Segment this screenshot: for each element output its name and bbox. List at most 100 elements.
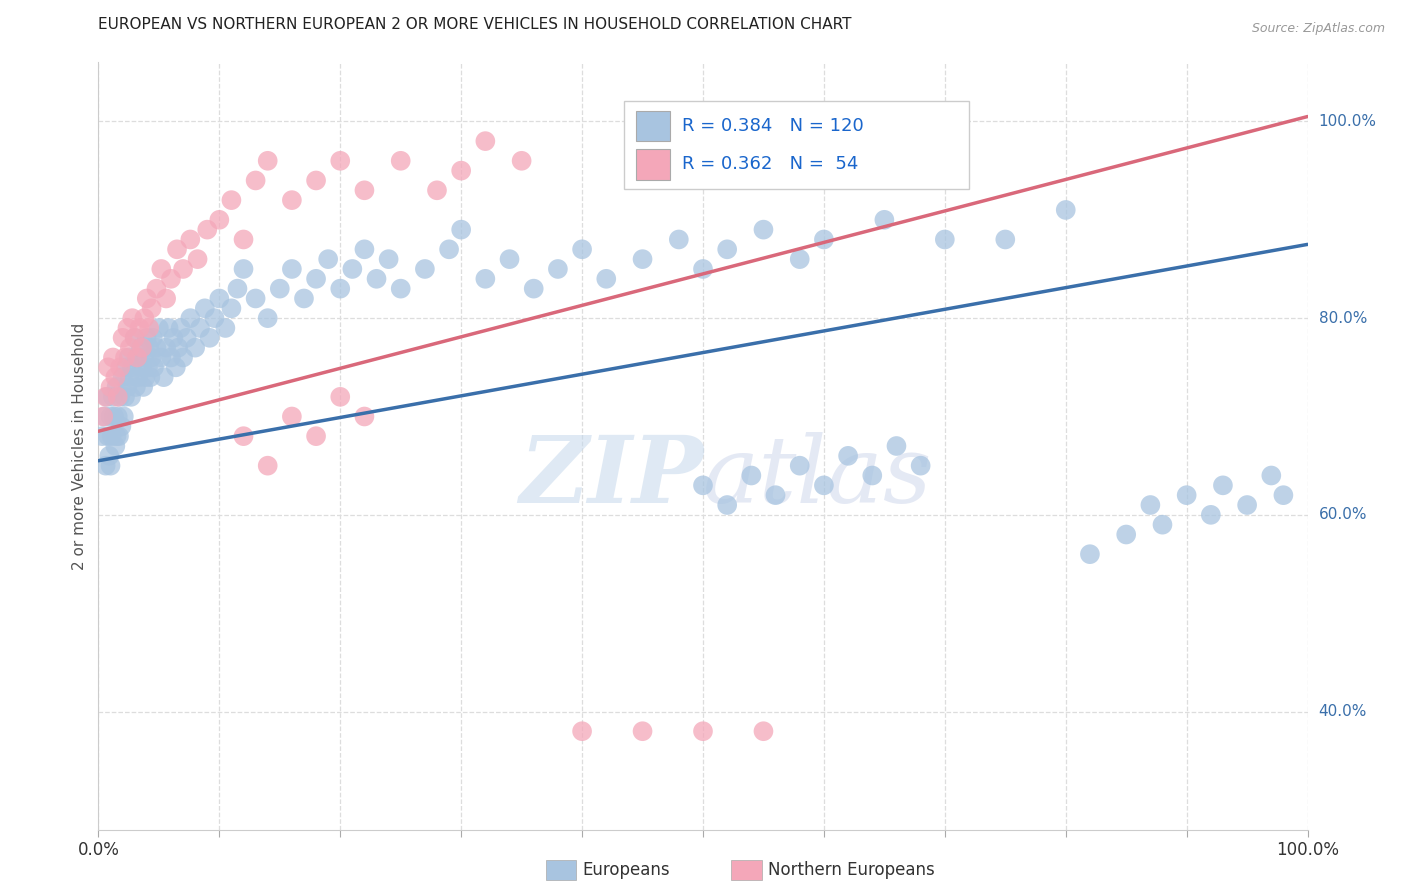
Point: [752, 724, 775, 739]
Point: [1115, 527, 1137, 541]
Y-axis label: 2 or more Vehicles in Household: 2 or more Vehicles in Household: [72, 322, 87, 570]
Point: [179, 311, 201, 326]
Text: 80.0%: 80.0%: [1319, 310, 1367, 326]
Point: [148, 321, 170, 335]
Point: [752, 222, 775, 236]
Point: [105, 429, 128, 443]
Point: [117, 321, 139, 335]
Bar: [637, 149, 671, 180]
Point: [111, 370, 134, 384]
Point: [142, 331, 165, 345]
Text: R = 0.362   N =  54: R = 0.362 N = 54: [682, 155, 859, 173]
Point: [305, 429, 328, 443]
Point: [316, 252, 339, 267]
Point: [165, 360, 187, 375]
Point: [179, 232, 201, 246]
Point: [813, 478, 835, 492]
Point: [1139, 498, 1161, 512]
Point: [1199, 508, 1222, 522]
Point: [547, 262, 569, 277]
Point: [595, 272, 617, 286]
Point: [128, 321, 150, 335]
Point: [188, 321, 211, 335]
Point: [1272, 488, 1295, 502]
Point: [281, 193, 304, 207]
Point: [450, 163, 472, 178]
Point: [127, 351, 149, 365]
Point: [108, 360, 131, 375]
Point: [166, 242, 188, 256]
Point: [692, 478, 714, 492]
Point: [118, 351, 141, 365]
Point: [96, 390, 118, 404]
Text: atlas: atlas: [703, 432, 932, 522]
Point: [111, 331, 134, 345]
Point: [98, 449, 121, 463]
Point: [152, 370, 174, 384]
Point: [245, 292, 267, 306]
Point: [124, 331, 146, 345]
Point: [342, 262, 364, 277]
Point: [571, 242, 593, 256]
Point: [353, 409, 375, 424]
Point: [292, 292, 315, 306]
Point: [329, 282, 352, 296]
Point: [204, 311, 226, 326]
Point: [112, 409, 135, 424]
Point: [474, 272, 496, 286]
Point: [1212, 478, 1234, 492]
Point: [91, 409, 114, 424]
Point: [837, 449, 859, 463]
Point: [100, 409, 122, 424]
Point: [121, 311, 143, 326]
Point: [101, 351, 124, 365]
Point: [631, 252, 654, 267]
Point: [145, 341, 167, 355]
Point: [208, 292, 231, 306]
Point: [162, 331, 184, 345]
Point: [377, 252, 399, 267]
Point: [100, 429, 122, 443]
Point: [94, 390, 117, 404]
Point: [136, 360, 159, 375]
Point: [117, 380, 139, 394]
Point: [145, 282, 167, 296]
Point: [692, 262, 714, 277]
Point: [474, 134, 496, 148]
Point: [269, 282, 291, 296]
Point: [789, 458, 811, 473]
Point: [155, 292, 177, 306]
Point: [498, 252, 520, 267]
Point: [131, 360, 153, 375]
Point: [353, 183, 375, 197]
Point: [138, 321, 160, 335]
Point: [100, 458, 122, 473]
Point: [631, 724, 654, 739]
Point: [105, 380, 128, 394]
Bar: [637, 111, 671, 142]
Point: [115, 360, 138, 375]
Point: [873, 212, 896, 227]
Point: [114, 390, 136, 404]
Point: [110, 419, 132, 434]
Point: [1236, 498, 1258, 512]
Point: [789, 252, 811, 267]
Point: [135, 331, 157, 345]
Point: [426, 183, 449, 197]
Point: [94, 458, 117, 473]
Point: [740, 468, 762, 483]
Point: [141, 301, 163, 316]
Point: [765, 488, 787, 502]
Point: [135, 370, 157, 384]
Point: [160, 351, 183, 365]
Point: [1078, 547, 1101, 561]
Point: [886, 439, 908, 453]
Point: [232, 232, 254, 246]
Point: [221, 193, 243, 207]
Point: [245, 173, 267, 187]
Point: [437, 242, 460, 256]
Point: [103, 409, 125, 424]
Text: Source: ZipAtlas.com: Source: ZipAtlas.com: [1251, 22, 1385, 36]
Point: [139, 370, 162, 384]
Point: [104, 370, 127, 384]
